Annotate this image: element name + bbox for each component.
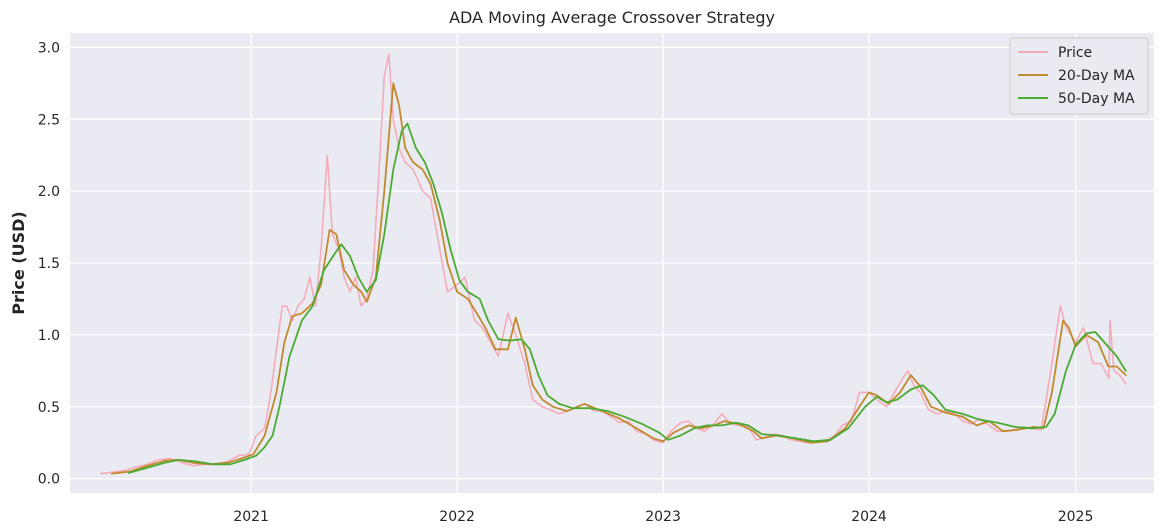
x-tick-label: 2021 <box>233 509 269 525</box>
legend-box <box>1009 37 1149 115</box>
y-tick-label: 1.5 <box>38 256 60 272</box>
x-tick-label: 2022 <box>439 509 475 525</box>
y-tick-label: 0.5 <box>38 400 60 416</box>
y-tick-label: 3.0 <box>38 40 60 56</box>
y-tick-label: 2.0 <box>38 184 60 200</box>
x-tick-label: 2025 <box>1058 509 1094 525</box>
legend-label-ma50: 50-Day MA <box>1058 91 1135 107</box>
y-axis-label: Price (USD) <box>9 211 28 314</box>
x-tick-label: 2023 <box>645 509 681 525</box>
y-tick-label: 0.0 <box>38 472 60 488</box>
legend-label-ma20: 20-Day MA <box>1058 68 1135 84</box>
grid <box>70 33 1154 493</box>
ma50-line <box>127 122 1127 474</box>
ma20-line <box>110 82 1127 475</box>
y-axis-tick-labels: 0.0 0.5 1.0 1.5 2.0 2.5 3.0 <box>38 40 60 487</box>
legend-label-price: Price <box>1058 45 1092 61</box>
y-tick-label: 1.0 <box>38 328 60 344</box>
y-tick-label: 2.5 <box>38 112 60 128</box>
series-layer <box>100 53 1127 475</box>
legend: Price 20-Day MA 50-Day MA <box>1009 37 1149 115</box>
chart-title: ADA Moving Average Crossover Strategy <box>449 8 775 27</box>
price-line <box>100 53 1127 475</box>
x-tick-label: 2024 <box>851 509 887 525</box>
x-axis-tick-labels: 2021 2022 2023 2024 2025 <box>233 509 1093 525</box>
